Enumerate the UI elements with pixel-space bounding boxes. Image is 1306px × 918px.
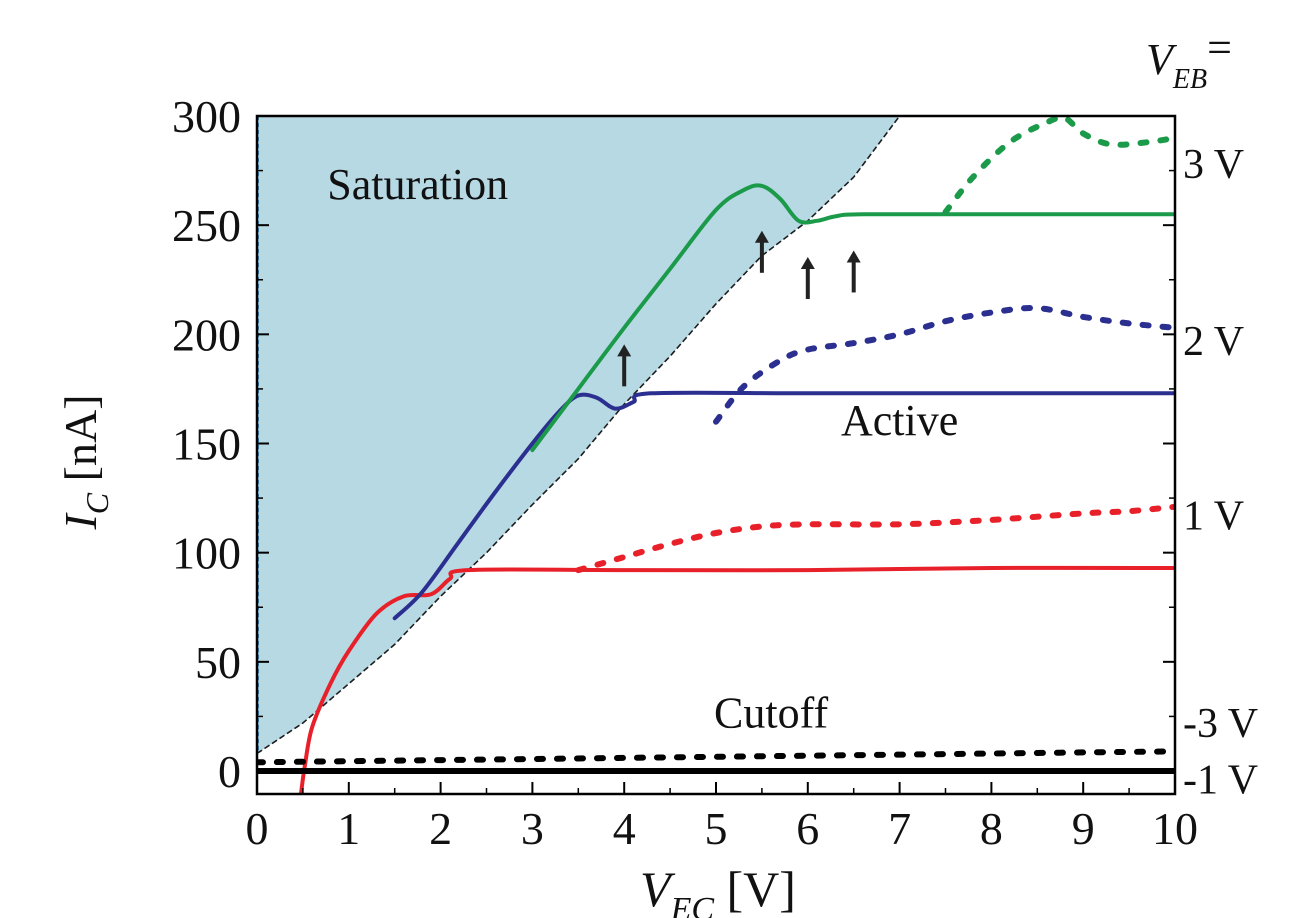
y-tick-label: 100: [172, 528, 241, 579]
veb-label: -3 V: [1183, 701, 1258, 747]
annotation-arrow-3: [800, 257, 815, 299]
x-tick-label: 8: [980, 803, 1003, 854]
saturation-boundary-line: [257, 116, 901, 755]
x-tick-label: 6: [796, 803, 819, 854]
region-label-saturation: Saturation: [327, 160, 508, 209]
y-tick-label: 50: [195, 637, 241, 688]
series-1v-dotted: [575, 503, 1175, 574]
x-tick-label: 7: [888, 803, 911, 854]
y-axis-title: IC [nA]: [55, 394, 115, 530]
x-tick-label: 0: [246, 803, 269, 854]
x-tick-label: 4: [613, 803, 636, 854]
veb-label: 3 V: [1183, 142, 1244, 188]
veb-label: -1 V: [1183, 758, 1258, 804]
series-2v-solid: [392, 390, 1175, 621]
veb-label: 1 V: [1183, 494, 1244, 540]
series-1v-solid: [299, 565, 1175, 794]
series-3v-dotted: [942, 116, 1175, 216]
y-tick-label: 300: [172, 91, 241, 142]
x-axis-title: VEC [V]: [640, 861, 796, 918]
region-label-active: Active: [841, 396, 958, 445]
y-tick-label: 0: [218, 746, 241, 797]
y-tick-label: 250: [172, 200, 241, 251]
annotation-arrow-4: [846, 250, 861, 293]
x-tick-label: 9: [1072, 803, 1095, 854]
x-tick-label: 10: [1152, 803, 1198, 854]
series-2v-dotted: [713, 304, 1175, 425]
annotation-arrow-1: [617, 344, 632, 387]
x-tick-label: 5: [705, 803, 728, 854]
saturation-region: [257, 116, 900, 754]
annotation-arrow-2: [754, 230, 769, 273]
x-tick-label: 2: [429, 803, 452, 854]
series-3v-solid: [530, 183, 1175, 453]
region-label-cutoff: Cutoff: [714, 688, 828, 737]
x-tick-label: 3: [521, 803, 544, 854]
veb-header: VEB=: [1146, 23, 1232, 95]
y-tick-label: 150: [172, 419, 241, 470]
y-tick-label: 200: [172, 309, 241, 360]
series--3v-dotted: [257, 748, 1175, 766]
veb-label: 2 V: [1183, 319, 1244, 365]
x-tick-label: 1: [337, 803, 360, 854]
